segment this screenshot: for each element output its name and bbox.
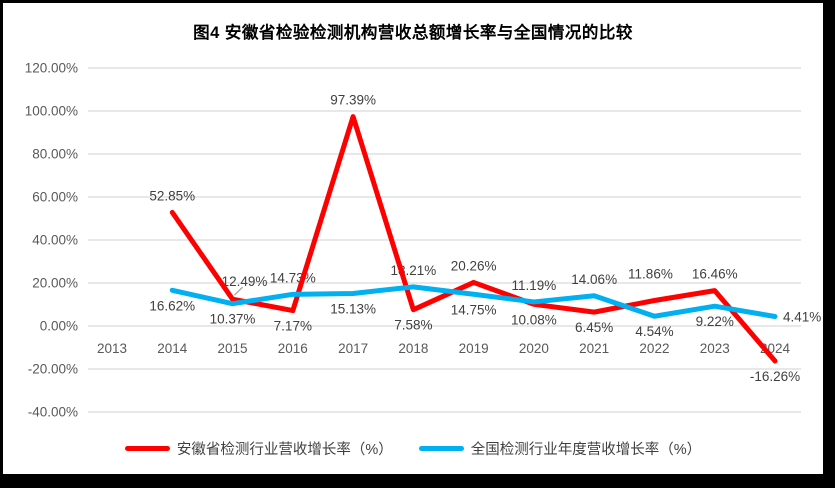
x-tick-label: 2017 [338,341,368,356]
chart-legend: 安徽省检测行业营收增长率（%） 全国检测行业年度营收增长率（%） [3,438,823,459]
data-label-anhui: -16.26% [750,369,800,384]
legend-label-national: 全国检测行业年度营收增长率（%） [470,442,702,458]
data-label-anhui: 6.45% [575,320,613,335]
data-label-national: 4.41% [783,310,821,325]
x-tick-label: 2022 [639,341,669,356]
x-tick-label: 2019 [459,341,489,356]
y-tick-label: 60.00% [32,190,78,205]
x-tick-label: 2016 [278,341,308,356]
x-tick-label: 2018 [398,341,428,356]
y-tick-label: 80.00% [32,147,78,162]
data-label-national: 15.13% [330,301,376,316]
x-tick-label: 2021 [579,341,609,356]
x-tick-label: 2013 [97,341,127,356]
legend-item-national: 全国检测行业年度营收增长率（%） [418,438,702,459]
data-label-national: 14.73% [270,270,316,285]
legend-label-anhui: 安徽省检测行业营收增长率（%） [176,442,393,458]
x-tick-label: 2023 [700,341,730,356]
data-label-anhui: 97.39% [330,93,376,108]
data-label-anhui: 11.86% [628,267,673,282]
chart-title: 图4 安徽省检验检测机构营收总额增长率与全国情况的比较 [193,24,633,42]
y-tick-label: 20.00% [32,276,78,291]
y-tick-label: -20.00% [28,362,78,377]
data-label-national: 9.22% [696,314,734,329]
data-label-anhui: 12.49% [222,274,268,289]
data-label-anhui: 7.17% [274,319,312,334]
legend-item-anhui: 安徽省检测行业营收增长率（%） [124,438,393,459]
y-tick-label: -40.00% [28,405,78,420]
legend-line-blue-icon [418,446,464,451]
series-line-anhui [169,114,778,364]
y-tick-label: 100.00% [25,104,78,119]
y-tick-label: 0.00% [40,319,78,334]
y-tick-label: 120.00% [25,61,78,76]
data-label-national: 16.62% [149,298,195,313]
series-line-national [169,284,778,320]
data-label-anhui: 16.46% [692,267,738,282]
data-label-anhui: 10.08% [511,312,557,327]
data-label-national: 11.19% [512,278,557,293]
label-leader-line [234,286,244,296]
x-tick-label: 2020 [519,341,549,356]
legend-line-red-icon [124,446,170,451]
data-label-national: 4.54% [635,324,673,339]
chart-svg: 120.00% 100.00% 80.00% 60.00% 40.00% 20.00% 0.… [25,61,822,420]
y-tick-label: 40.00% [32,233,78,248]
data-label-anhui: 52.85% [149,188,195,203]
data-label-national: 10.37% [210,312,256,327]
data-label-national: 14.75% [451,302,497,317]
x-tick-label: 2015 [218,341,248,356]
data-label-national: 14.06% [571,272,617,287]
x-tick-label: 2014 [157,341,188,356]
data-label-anhui: 20.26% [451,258,497,273]
data-label-anhui: 7.58% [394,318,432,333]
